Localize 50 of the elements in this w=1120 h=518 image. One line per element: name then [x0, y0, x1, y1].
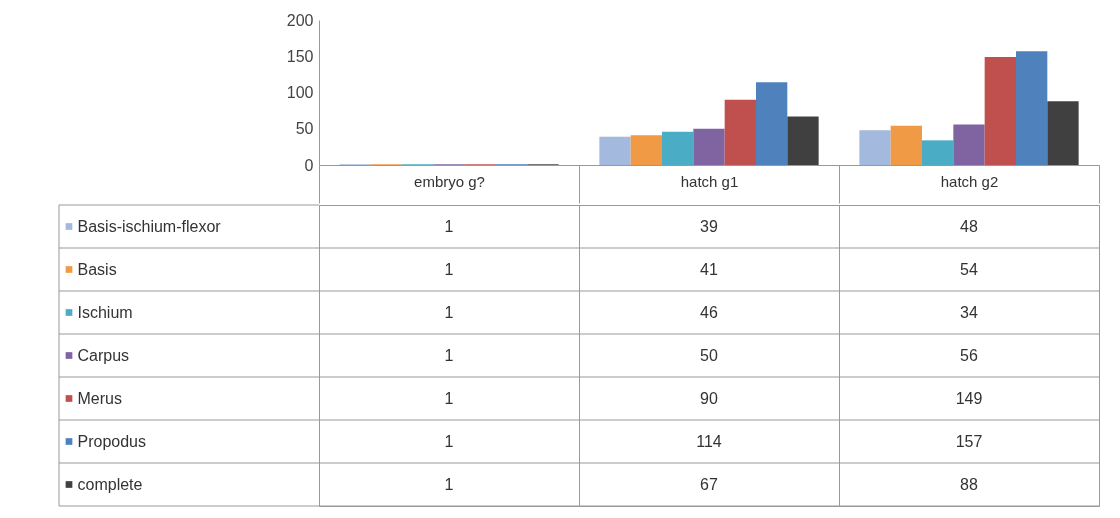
y-tick-label: 150: [286, 47, 314, 65]
data-label: 1: [444, 432, 454, 450]
bar: [662, 131, 694, 165]
legend-label: Carpus: [77, 346, 130, 364]
legend-label: Basis: [77, 260, 117, 278]
legend-label: Basis-ischium-flexor: [77, 217, 222, 235]
x-tick-label: hatch g1: [680, 172, 739, 190]
data-label: 50: [700, 346, 718, 364]
data-label: 90: [700, 389, 718, 407]
legend-label: Propodus: [77, 432, 146, 450]
legend-label: Ischium: [77, 303, 133, 321]
bar: [1015, 51, 1048, 165]
data-label: 114: [696, 432, 722, 450]
x-tick-label: hatch g2: [940, 172, 999, 190]
data-label: 56: [960, 346, 978, 364]
bar: [1047, 101, 1079, 165]
bar: [693, 128, 725, 165]
y-tick-label: 50: [295, 120, 314, 138]
legend-label: complete: [77, 475, 143, 493]
y-tick-label: 100: [286, 84, 314, 101]
bar: [755, 82, 788, 165]
y-tick-label: 200: [286, 11, 314, 29]
data-label: 41: [700, 260, 718, 278]
data-label: 46: [700, 303, 718, 321]
bar: [630, 135, 663, 165]
data-label: 34: [960, 303, 978, 321]
data-label: 1: [444, 475, 454, 493]
bar: [724, 99, 756, 165]
data-label: 39: [700, 217, 718, 235]
data-label: 1: [444, 260, 454, 278]
data-label: 1: [444, 346, 454, 364]
data-label: 1: [444, 303, 454, 321]
bar: [984, 56, 1016, 165]
data-label: 48: [960, 217, 978, 235]
data-label: 54: [960, 260, 978, 278]
data-label: 67: [700, 475, 718, 493]
data-label: 149: [955, 389, 983, 407]
data-label: 157: [955, 432, 983, 450]
y-tick-label: 0: [304, 156, 314, 174]
data-label: 88: [960, 475, 978, 493]
bar: [859, 130, 891, 165]
data-label: 1: [444, 217, 454, 235]
data-label: 1: [444, 389, 454, 407]
bar: [599, 136, 631, 165]
bar: [922, 140, 954, 165]
bar: [890, 125, 923, 165]
bar: [787, 116, 819, 165]
legend-label: Merus: [77, 389, 122, 407]
x-tick-label: embryo g?: [414, 172, 485, 190]
bar: [953, 124, 985, 165]
